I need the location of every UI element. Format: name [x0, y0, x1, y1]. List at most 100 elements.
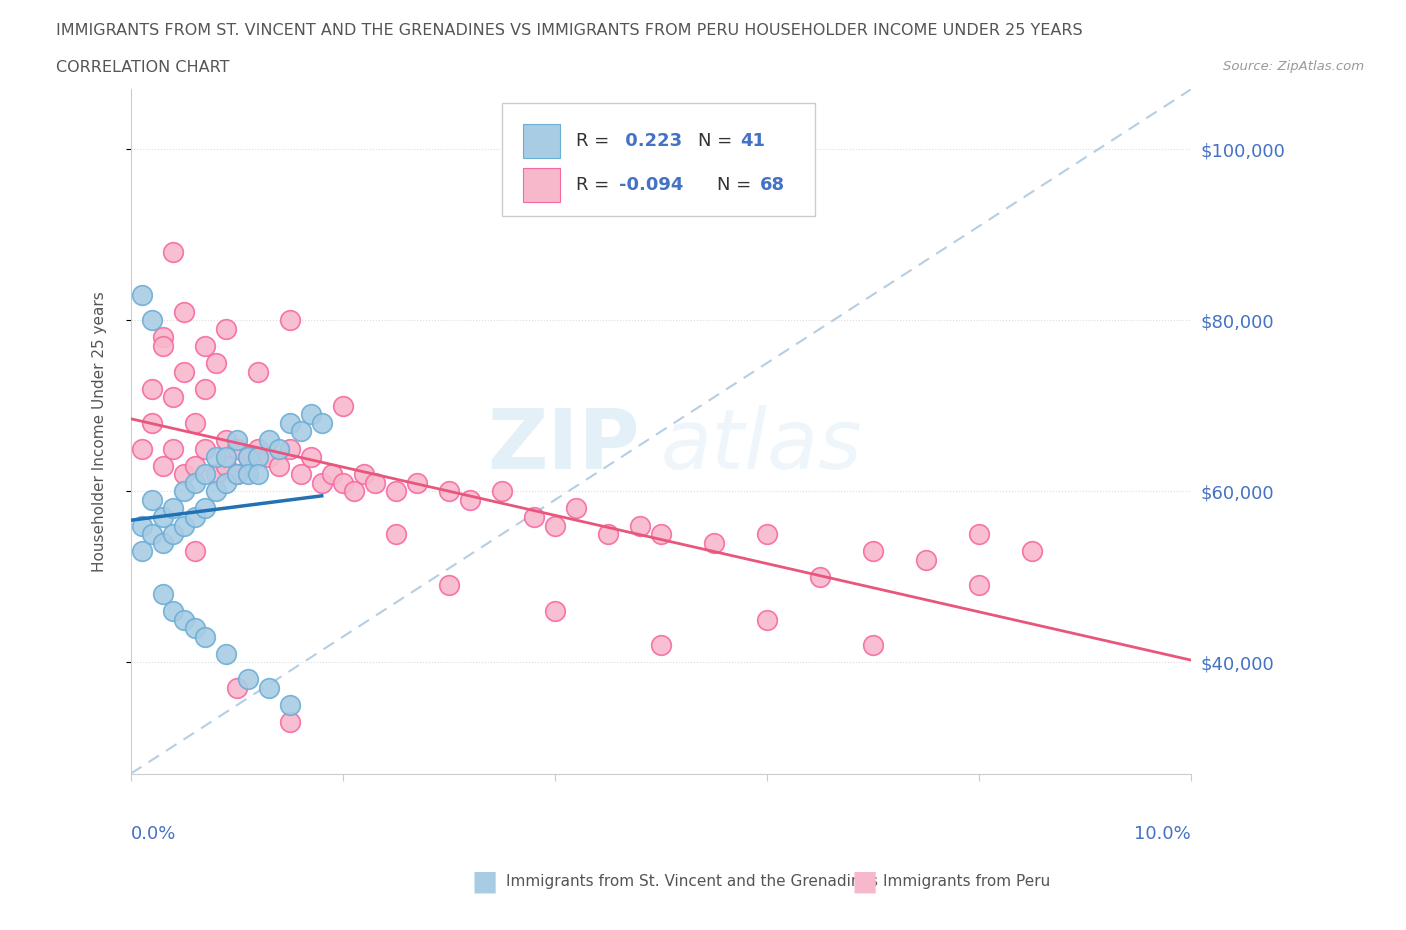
Text: N =: N = [697, 132, 738, 150]
Point [215, 475, 238, 490]
Point [162, 501, 184, 516]
Point [967, 578, 990, 592]
FancyBboxPatch shape [502, 103, 814, 216]
Text: CORRELATION CHART: CORRELATION CHART [56, 60, 229, 75]
Text: -0.094: -0.094 [619, 176, 683, 194]
Point [183, 544, 205, 559]
Bar [523, 124, 560, 158]
Point [162, 526, 184, 541]
Point [247, 450, 270, 465]
Point [194, 441, 217, 456]
Point [278, 715, 301, 730]
Point [183, 475, 205, 490]
Point [131, 518, 153, 533]
Point [173, 518, 195, 533]
Point [204, 450, 226, 465]
Point [131, 441, 153, 456]
Text: N =: N = [717, 176, 756, 194]
Point [215, 450, 238, 465]
Point [278, 441, 301, 456]
Point [247, 441, 270, 456]
Text: IMMIGRANTS FROM ST. VINCENT AND THE GRENADINES VS IMMIGRANTS FROM PERU HOUSEHOLD: IMMIGRANTS FROM ST. VINCENT AND THE GREN… [56, 23, 1083, 38]
Point [650, 638, 672, 653]
Point [226, 467, 249, 482]
Point [194, 339, 217, 353]
Y-axis label: Householder Income Under 25 years: Householder Income Under 25 years [93, 291, 107, 572]
Text: ■: ■ [852, 868, 877, 896]
Point [491, 484, 513, 498]
Point [628, 518, 651, 533]
Point [226, 467, 249, 482]
Point [194, 467, 217, 482]
Point [162, 390, 184, 405]
Point [364, 475, 387, 490]
Point [755, 612, 778, 627]
Point [290, 467, 312, 482]
Point [152, 535, 174, 550]
Text: ZIP: ZIP [488, 405, 640, 485]
Point [458, 493, 481, 508]
Point [131, 544, 153, 559]
Point [596, 526, 619, 541]
Text: 68: 68 [759, 176, 785, 194]
Point [226, 441, 249, 456]
Point [204, 484, 226, 498]
Point [204, 467, 226, 482]
Point [278, 312, 301, 327]
Point [215, 458, 238, 473]
Point [332, 475, 354, 490]
Point [215, 432, 238, 447]
Point [183, 510, 205, 525]
Point [215, 646, 238, 661]
Text: 41: 41 [741, 132, 765, 150]
Point [385, 484, 408, 498]
Point [236, 450, 259, 465]
Point [194, 381, 217, 396]
Point [194, 630, 217, 644]
Point [194, 501, 217, 516]
Point [236, 450, 259, 465]
Point [204, 355, 226, 370]
Point [862, 638, 884, 653]
Point [173, 484, 195, 498]
Point [173, 612, 195, 627]
Point [808, 569, 831, 584]
Point [226, 681, 249, 696]
Point [152, 510, 174, 525]
Point [544, 604, 567, 618]
Point [406, 475, 429, 490]
Point [290, 424, 312, 439]
Point [131, 287, 153, 302]
Point [152, 339, 174, 353]
Point [141, 312, 163, 327]
Point [141, 493, 163, 508]
Point [173, 304, 195, 319]
Point [342, 484, 364, 498]
Point [247, 365, 270, 379]
Point [152, 458, 174, 473]
Point [141, 381, 163, 396]
Text: 0.0%: 0.0% [131, 825, 176, 843]
Point [183, 416, 205, 431]
Point [332, 398, 354, 413]
Text: Immigrants from Peru: Immigrants from Peru [883, 874, 1050, 889]
Point [257, 450, 280, 465]
Point [278, 416, 301, 431]
Point [650, 526, 672, 541]
Point [183, 458, 205, 473]
Text: Source: ZipAtlas.com: Source: ZipAtlas.com [1223, 60, 1364, 73]
Point [915, 552, 938, 567]
Point [141, 416, 163, 431]
Point [1021, 544, 1043, 559]
Bar [523, 168, 560, 203]
Point [299, 407, 322, 422]
Point [152, 587, 174, 602]
Text: atlas: atlas [661, 405, 862, 485]
Point [353, 467, 375, 482]
Point [311, 475, 333, 490]
Text: R =: R = [576, 176, 616, 194]
Point [257, 432, 280, 447]
Point [437, 578, 460, 592]
Point [385, 526, 408, 541]
Point [162, 245, 184, 259]
